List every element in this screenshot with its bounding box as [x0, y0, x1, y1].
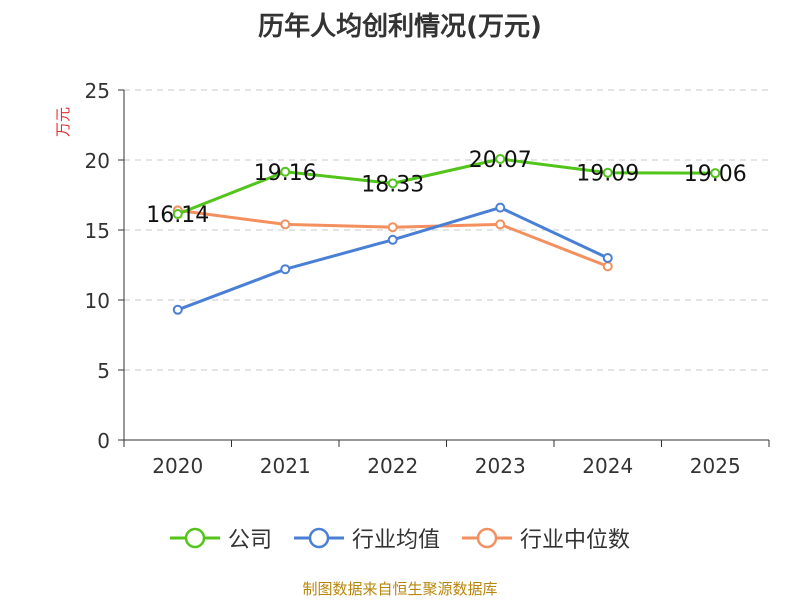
point-industry-mean-2020[interactable] [172, 304, 183, 315]
legend-swatch-industry-mean [293, 527, 344, 549]
x-tick-label-2020: 2020 [152, 454, 203, 478]
legend-label-company: 公司 [227, 528, 272, 553]
source-note: 制图数据来自恒生聚源数据库 [302, 580, 498, 598]
point-company-2023[interactable] [495, 154, 506, 165]
data-label-company-2023: 20.07 [469, 148, 532, 173]
gridlines [124, 89, 769, 371]
x-tick-label-2024: 2024 [582, 454, 633, 478]
legend-item-industry-median[interactable]: 行业中位数 [462, 522, 630, 554]
x-tick-label-2022: 2022 [367, 454, 418, 478]
legend: 公司 行业均值 行业中位数 [0, 518, 800, 558]
x-tick-label-2021: 2021 [260, 454, 311, 478]
legend-swatch-industry-median [462, 527, 512, 549]
legend-item-industry-mean[interactable]: 行业均值 [293, 522, 440, 554]
legend-swatch-company [169, 527, 220, 549]
point-company-2024[interactable] [602, 167, 613, 178]
point-industry-median-2023[interactable] [495, 219, 506, 230]
data-label-company-2024: 19.09 [576, 162, 639, 187]
point-industry-median-2022[interactable] [387, 222, 398, 233]
point-industry-mean-2023[interactable] [495, 202, 506, 213]
y-tick-label-2: 10 [85, 289, 110, 313]
data-label-company-2025: 19.06 [684, 162, 747, 187]
point-industry-mean-2021[interactable] [280, 264, 291, 275]
data-label-company-2022: 18.33 [361, 172, 424, 197]
data-label-company-2020: 16.14 [146, 203, 209, 228]
y-tick-label-1: 5 [97, 359, 110, 383]
point-industry-median-2021[interactable] [280, 219, 291, 230]
y-tick-label-5: 25 [85, 79, 110, 103]
point-industry-mean-2024[interactable] [602, 253, 613, 263]
y-axis-label: 万元 [54, 107, 72, 137]
data-labels: 16.14 19.16 18.33 20.07 19.09 19.06 [146, 148, 746, 228]
point-company-2022[interactable] [387, 178, 398, 189]
point-company-2021[interactable] [280, 166, 291, 177]
data-label-company-2021: 19.16 [254, 161, 317, 186]
point-company-2020[interactable] [172, 209, 183, 220]
y-tick-label-3: 15 [85, 219, 110, 243]
legend-item-company[interactable]: 公司 [169, 522, 272, 554]
series [172, 154, 721, 315]
x-tick-label-2023: 2023 [475, 454, 526, 478]
series-line-company [177, 157, 716, 216]
point-industry-median-2024[interactable] [602, 261, 613, 272]
y-tick-label-0: 0 [97, 429, 110, 453]
x-tick-label-2025: 2025 [690, 454, 741, 478]
legend-label-industry-median: 行业中位数 [520, 528, 631, 553]
chart-title: 历年人均创利情况(万元) [258, 12, 542, 42]
point-industry-mean-2022[interactable] [387, 234, 398, 245]
point-company-2025[interactable] [710, 168, 721, 179]
y-tick-label-4: 20 [85, 149, 110, 173]
legend-label-industry-mean: 行业均值 [351, 528, 440, 553]
